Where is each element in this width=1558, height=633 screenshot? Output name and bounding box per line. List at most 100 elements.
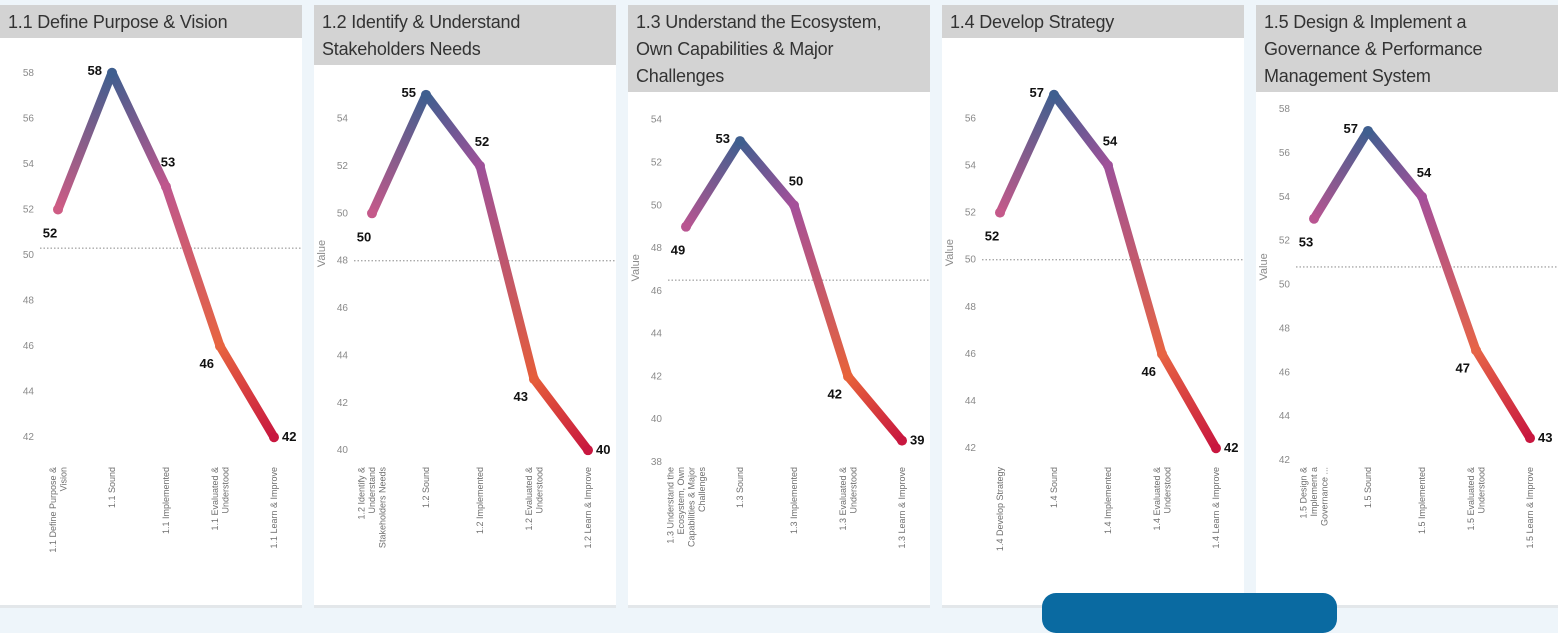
y-tick-label: 44 bbox=[1279, 411, 1291, 422]
chart-panel: 1.4 Develop Strategy 42 44 46 48 50 52 54 56 Valu… bbox=[942, 5, 1244, 608]
chart-title: 1.1 Define Purpose & Vision bbox=[0, 5, 302, 38]
data-label: 57 bbox=[1030, 85, 1044, 100]
x-tick-label-line: 1.3 Evaluated & bbox=[838, 467, 848, 531]
y-axis-label: Value bbox=[1258, 253, 1270, 280]
data-label: 54 bbox=[1417, 165, 1432, 180]
x-tick-label: 1.2 Sound bbox=[421, 467, 431, 508]
x-tick-label-line: Implement a bbox=[1309, 467, 1319, 517]
x-tick-label: 1.1 Sound bbox=[107, 467, 117, 508]
y-tick-label: 48 bbox=[337, 256, 349, 267]
y-tick-label: 42 bbox=[965, 443, 977, 454]
data-point bbox=[583, 445, 593, 456]
data-label: 42 bbox=[828, 386, 842, 401]
x-tick-label: 1.3 Understand the Ecosystem, Own Capabili… bbox=[665, 467, 707, 548]
y-tick-label: 50 bbox=[23, 250, 35, 261]
x-tick-label-line: 1.2 Evaluated & bbox=[524, 467, 534, 531]
data-point bbox=[1471, 345, 1481, 356]
x-tick-label: 1.1 Implemented bbox=[161, 467, 171, 534]
series-line-segment bbox=[215, 341, 279, 442]
x-tick-label-line: Vision bbox=[58, 467, 68, 491]
series-line-segment bbox=[843, 371, 907, 446]
series-line-segment bbox=[1471, 345, 1535, 443]
x-tick-label-line: Challenges bbox=[697, 467, 707, 513]
data-label: 52 bbox=[985, 229, 999, 244]
x-tick-label: 1.2 Evaluated & Understood bbox=[524, 467, 545, 531]
y-tick-label: 42 bbox=[651, 371, 663, 382]
y-tick-label: 58 bbox=[23, 68, 35, 79]
y-tick-label: 52 bbox=[1279, 236, 1291, 247]
x-tick-label: 1.5 Implemented bbox=[1417, 467, 1427, 534]
chart-plot: 42 44 46 48 50 52 54 56 58 52 58 53 46 42 1.1 Define P… bbox=[23, 63, 302, 553]
y-tick-label: 54 bbox=[651, 115, 663, 126]
series-line-segment bbox=[735, 136, 799, 210]
x-tick-label: 1.5 Evaluated & Understood bbox=[1466, 467, 1487, 531]
x-tick-label-line: Ecosystem, Own bbox=[676, 467, 686, 535]
series-line-segment bbox=[1417, 192, 1481, 355]
data-label: 43 bbox=[514, 389, 528, 404]
x-tick-label-line: 1.4 Learn & Improve bbox=[1211, 467, 1221, 549]
x-tick-label-line: 1.1 Define Purpose & bbox=[48, 467, 58, 553]
x-tick-label-line: Understood bbox=[848, 467, 858, 514]
x-tick-label: 1.3 Sound bbox=[735, 467, 745, 508]
series-line-segment bbox=[421, 90, 485, 171]
y-tick-label: 42 bbox=[23, 432, 35, 443]
y-tick-label: 54 bbox=[337, 114, 349, 125]
data-point bbox=[1525, 433, 1535, 444]
series-line-segment bbox=[1049, 90, 1113, 170]
chart-plot: 38 40 42 44 46 48 50 52 54 Value 49 53 50 42 39 1.3 Und… bbox=[630, 115, 930, 549]
data-point bbox=[1103, 160, 1113, 171]
data-label: 46 bbox=[1142, 364, 1156, 379]
y-tick-label: 56 bbox=[1279, 148, 1291, 159]
data-label: 53 bbox=[716, 131, 730, 146]
y-tick-label: 50 bbox=[651, 200, 663, 211]
x-tick-label-line: 1.2 Learn & Improve bbox=[583, 467, 593, 549]
x-tick-label-line: Understood bbox=[1476, 467, 1486, 514]
data-label: 55 bbox=[402, 85, 416, 100]
data-point bbox=[421, 89, 431, 100]
data-point bbox=[681, 221, 691, 232]
overlay-button[interactable] bbox=[1042, 593, 1337, 633]
data-point bbox=[1211, 443, 1221, 454]
data-point bbox=[367, 208, 377, 219]
chart-panel: 1.5 Design & Implement a Governance & Pe… bbox=[1256, 5, 1558, 608]
chart-panel: 1.1 Define Purpose & Vision 42 44 46 48 50 52 5… bbox=[0, 5, 302, 608]
x-tick-label: 1.3 Implemented bbox=[789, 467, 799, 534]
data-label: 42 bbox=[1224, 440, 1238, 455]
y-tick-label: 44 bbox=[651, 329, 663, 340]
y-tick-label: 50 bbox=[337, 208, 349, 219]
data-label: 53 bbox=[1299, 235, 1313, 250]
x-tick-label-line: 1.1 Learn & Improve bbox=[269, 467, 279, 549]
x-tick-label-line: Understood bbox=[220, 467, 230, 514]
y-tick-label: 46 bbox=[23, 341, 35, 352]
series-line-segment bbox=[1363, 126, 1427, 202]
chart-plot: 42 44 46 48 50 52 54 56 Value 52 57 54 46 42 1.4 Devel… bbox=[944, 85, 1244, 551]
data-point bbox=[161, 181, 171, 192]
series-line-segment bbox=[529, 374, 593, 455]
x-tick-label-line: 1.5 Design & bbox=[1299, 467, 1309, 519]
x-tick-label: 1.3 Learn & Improve bbox=[897, 467, 907, 549]
x-tick-label-line: 1.5 Implemented bbox=[1417, 467, 1427, 534]
series-line-segment bbox=[1157, 349, 1221, 453]
y-tick-label: 54 bbox=[965, 160, 977, 171]
x-tick-label-line: 1.3 Implemented bbox=[789, 467, 799, 534]
y-tick-label: 50 bbox=[965, 255, 977, 266]
x-tick-label-line: 1.2 Identify & bbox=[357, 467, 367, 520]
series-line-segment bbox=[789, 200, 853, 381]
x-tick-label-line: Understood bbox=[1162, 467, 1172, 514]
x-tick-label: 1.4 Sound bbox=[1049, 467, 1059, 508]
series-line-segment bbox=[1309, 126, 1373, 224]
y-tick-label: 46 bbox=[1279, 367, 1291, 378]
y-tick-label: 44 bbox=[23, 387, 35, 398]
data-label: 43 bbox=[1538, 430, 1552, 445]
y-tick-label: 50 bbox=[1279, 280, 1291, 291]
data-point bbox=[735, 136, 745, 147]
x-tick-label: 1.5 Learn & Improve bbox=[1525, 467, 1535, 549]
data-point bbox=[1417, 191, 1427, 202]
x-tick-label-line: 1.1 Evaluated & bbox=[210, 467, 220, 531]
y-tick-label: 46 bbox=[337, 303, 349, 314]
series-line-segment bbox=[995, 90, 1059, 218]
x-tick-label-line: 1.5 Evaluated & bbox=[1466, 467, 1476, 531]
y-tick-label: 42 bbox=[1279, 455, 1291, 466]
data-label: 53 bbox=[161, 155, 175, 170]
data-label: 47 bbox=[1456, 360, 1470, 375]
